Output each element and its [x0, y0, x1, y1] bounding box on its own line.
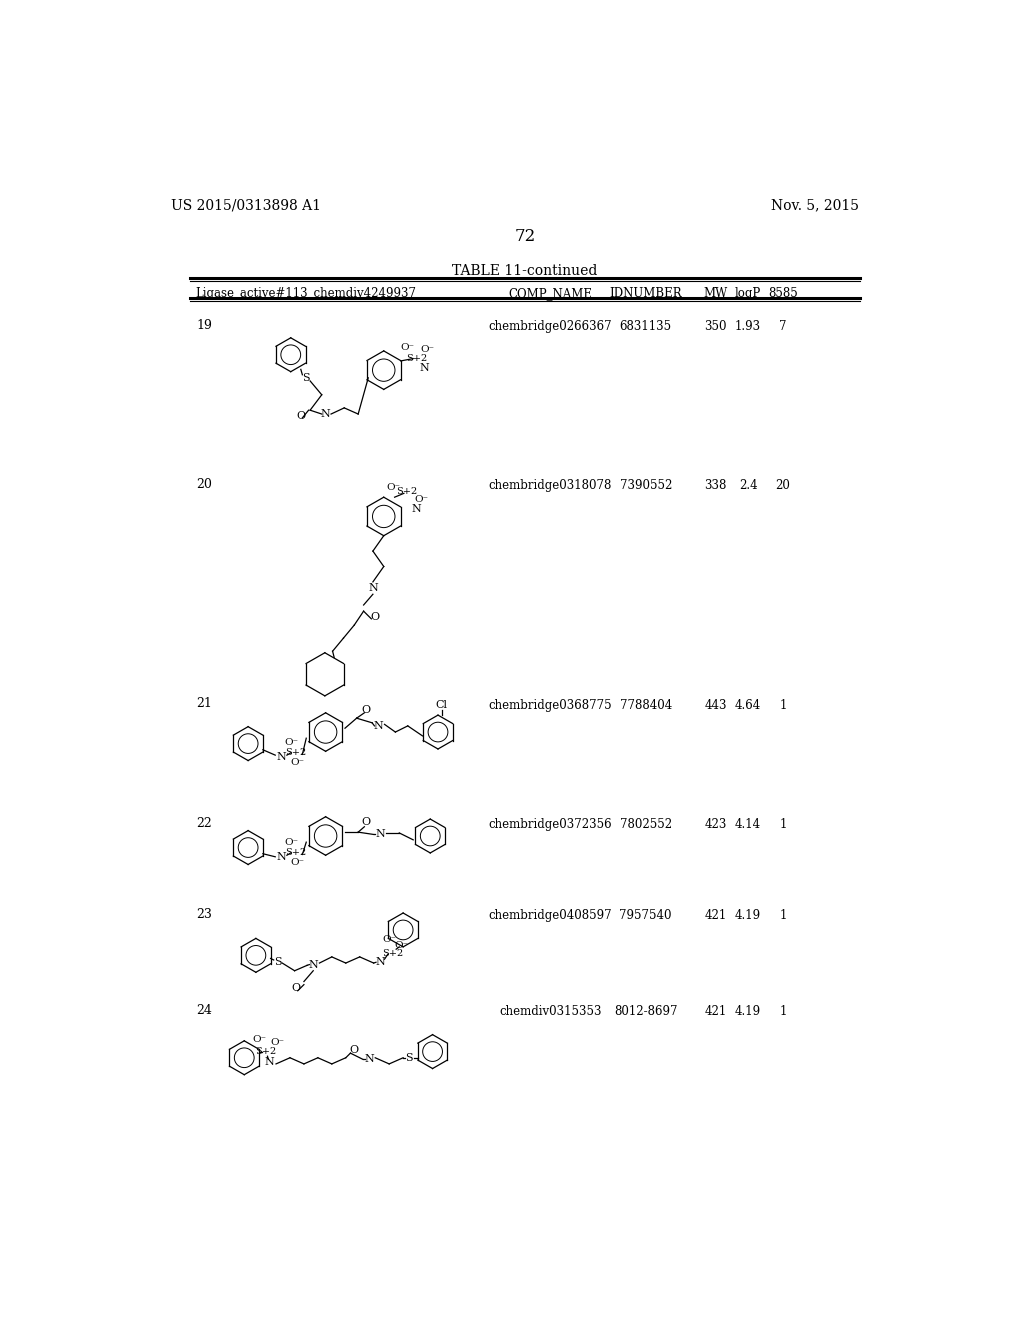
Text: 421: 421 — [705, 1006, 727, 1019]
Text: 7: 7 — [779, 321, 786, 333]
Text: 7802552: 7802552 — [620, 818, 672, 832]
Text: O⁻: O⁻ — [285, 838, 299, 846]
Text: O: O — [349, 1045, 358, 1055]
Text: N: N — [365, 1055, 374, 1064]
Text: IDNUMBER: IDNUMBER — [609, 286, 682, 300]
Text: 24: 24 — [197, 1003, 212, 1016]
Text: O⁻: O⁻ — [253, 1035, 267, 1044]
Text: N: N — [321, 409, 331, 418]
Text: S: S — [302, 372, 310, 383]
Text: S+2: S+2 — [285, 748, 306, 758]
Text: O: O — [292, 983, 301, 994]
Text: O⁻: O⁻ — [382, 935, 396, 944]
Text: S+2: S+2 — [255, 1047, 276, 1056]
Text: 8012-8697: 8012-8697 — [614, 1006, 678, 1019]
Text: O: O — [296, 412, 305, 421]
Text: TABLE 11-continued: TABLE 11-continued — [453, 264, 597, 279]
Text: US 2015/0313898 A1: US 2015/0313898 A1 — [171, 198, 321, 213]
Text: chembridge0318078: chembridge0318078 — [488, 479, 612, 492]
Text: 6831135: 6831135 — [620, 321, 672, 333]
Text: Ligase_active#113_chemdiv4249937: Ligase_active#113_chemdiv4249937 — [196, 286, 417, 300]
Text: O⁻: O⁻ — [285, 738, 299, 747]
Text: 72: 72 — [514, 227, 536, 244]
Text: 4.14: 4.14 — [735, 818, 761, 832]
Text: N: N — [412, 504, 421, 513]
Text: chembridge0368775: chembridge0368775 — [488, 700, 612, 711]
Text: 443: 443 — [705, 700, 727, 711]
Text: 8585: 8585 — [768, 286, 798, 300]
Text: O⁻: O⁻ — [270, 1038, 285, 1047]
Text: N: N — [368, 583, 378, 593]
Text: 2.4: 2.4 — [738, 479, 758, 492]
Text: N: N — [375, 829, 385, 840]
Text: O⁻: O⁻ — [290, 758, 304, 767]
Text: 338: 338 — [705, 479, 727, 492]
Text: O: O — [361, 705, 371, 715]
Text: COMP_NAME: COMP_NAME — [508, 286, 592, 300]
Text: 7788404: 7788404 — [620, 700, 672, 711]
Text: 19: 19 — [197, 318, 212, 331]
Text: O: O — [370, 612, 379, 622]
Text: 1.93: 1.93 — [735, 321, 761, 333]
Text: chembridge0372356: chembridge0372356 — [488, 818, 612, 832]
Text: 20: 20 — [197, 478, 212, 491]
Text: 4.19: 4.19 — [735, 1006, 761, 1019]
Text: 421: 421 — [705, 909, 727, 923]
Text: chembridge0408597: chembridge0408597 — [488, 909, 612, 923]
Text: N: N — [265, 1057, 274, 1068]
Text: logP: logP — [735, 286, 761, 300]
Text: S+2: S+2 — [396, 487, 418, 496]
Text: N: N — [276, 751, 287, 762]
Text: S+2: S+2 — [382, 949, 402, 957]
Text: N: N — [374, 721, 383, 731]
Text: 7957540: 7957540 — [620, 909, 672, 923]
Text: 1: 1 — [779, 909, 786, 923]
Text: 4.64: 4.64 — [735, 700, 761, 711]
Text: 4.19: 4.19 — [735, 909, 761, 923]
Text: Cl: Cl — [436, 700, 447, 710]
Text: N: N — [308, 960, 318, 970]
Text: 23: 23 — [197, 908, 212, 920]
Text: 1: 1 — [779, 1006, 786, 1019]
Text: O⁻: O⁻ — [420, 345, 434, 354]
Text: Nov. 5, 2015: Nov. 5, 2015 — [771, 198, 859, 213]
Text: 22: 22 — [197, 817, 212, 830]
Text: 423: 423 — [705, 818, 727, 832]
Text: O⁻: O⁻ — [414, 495, 428, 504]
Text: 20: 20 — [775, 479, 791, 492]
Text: chembridge0266367: chembridge0266367 — [488, 321, 612, 333]
Text: S: S — [273, 957, 282, 966]
Text: O⁻: O⁻ — [400, 343, 414, 351]
Text: S+2: S+2 — [285, 849, 306, 858]
Text: O⁻: O⁻ — [290, 858, 304, 867]
Text: S+2: S+2 — [407, 354, 428, 363]
Text: MW: MW — [703, 286, 728, 300]
Text: N: N — [420, 363, 430, 372]
Text: 350: 350 — [705, 321, 727, 333]
Text: S: S — [406, 1053, 413, 1063]
Text: N: N — [276, 851, 287, 862]
Text: O⁻: O⁻ — [386, 483, 400, 491]
Text: O: O — [361, 817, 371, 828]
Text: 1: 1 — [779, 700, 786, 711]
Text: 7390552: 7390552 — [620, 479, 672, 492]
Text: O⁻: O⁻ — [394, 941, 409, 950]
Text: 1: 1 — [779, 818, 786, 832]
Text: 21: 21 — [197, 697, 212, 710]
Text: chemdiv0315353: chemdiv0315353 — [499, 1006, 602, 1019]
Text: N: N — [375, 957, 385, 968]
